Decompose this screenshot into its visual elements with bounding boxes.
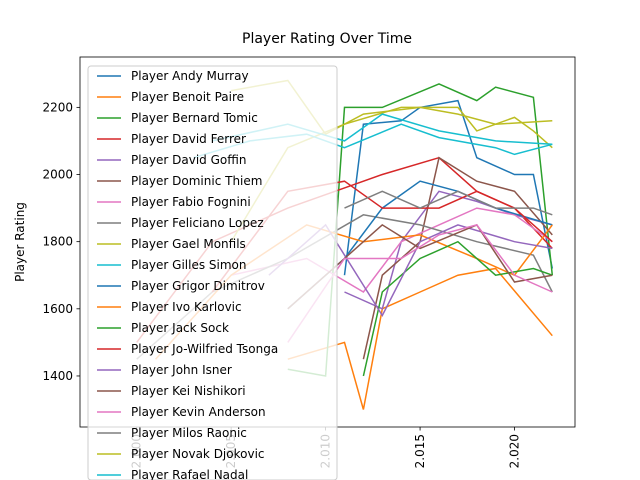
y-axis-label: Player Rating — [13, 202, 27, 282]
series-line — [344, 190, 553, 216]
legend-label: Player Benoit Paire — [131, 90, 244, 104]
legend-label: Player Kei Nishikori — [131, 384, 246, 398]
x-tick-label: 2.015 — [413, 434, 427, 468]
legend-label: Player Gilles Simon — [131, 258, 247, 272]
legend-label: Player John Isner — [131, 363, 232, 377]
legend-label: Player Feliciano Lopez — [131, 216, 264, 230]
legend-box — [87, 65, 338, 480]
legend-label: Player David Goffin — [131, 153, 246, 167]
legend-label: Player Bernard Tomic — [131, 111, 258, 125]
series-line — [362, 240, 553, 377]
legend-label: Player Kevin Anderson — [131, 405, 266, 419]
y-tick-label: 1600 — [42, 302, 73, 316]
y-tick-label: 2000 — [42, 168, 73, 182]
chart-title: Player Rating Over Time — [242, 31, 412, 47]
legend-label: Player Dominic Thiem — [131, 174, 262, 188]
legend-label: Player Jack Sock — [131, 321, 229, 335]
series-line — [362, 156, 553, 360]
legend-label: Player Ivo Karlovic — [131, 300, 242, 314]
legend-label: Player Andy Murray — [131, 69, 249, 83]
legend-label: Player Fabio Fognini — [131, 195, 251, 209]
y-tick-label: 1800 — [42, 235, 73, 249]
legend: Player Andy Murray Player Benoit Paire Pla… — [87, 65, 338, 480]
series-line — [343, 99, 554, 276]
legend-label: Player Grigor Dimitrov — [131, 279, 265, 293]
y-tick-label: 2200 — [42, 100, 73, 114]
legend-label: Player Milos Raonic — [131, 426, 247, 440]
y-tick-label: 1400 — [42, 369, 73, 383]
x-tick-label: 2.020 — [508, 434, 522, 468]
legend-label: Player Jo-Wilfried Tsonga — [131, 342, 278, 356]
legend-label: Player Rafael Nadal — [131, 468, 248, 480]
legend-label: Player Gael Monfils — [131, 237, 246, 251]
legend-label: Player David Ferrer — [131, 132, 246, 146]
legend-label: Player Novak Djokovic — [131, 447, 265, 461]
series-line — [287, 224, 553, 343]
